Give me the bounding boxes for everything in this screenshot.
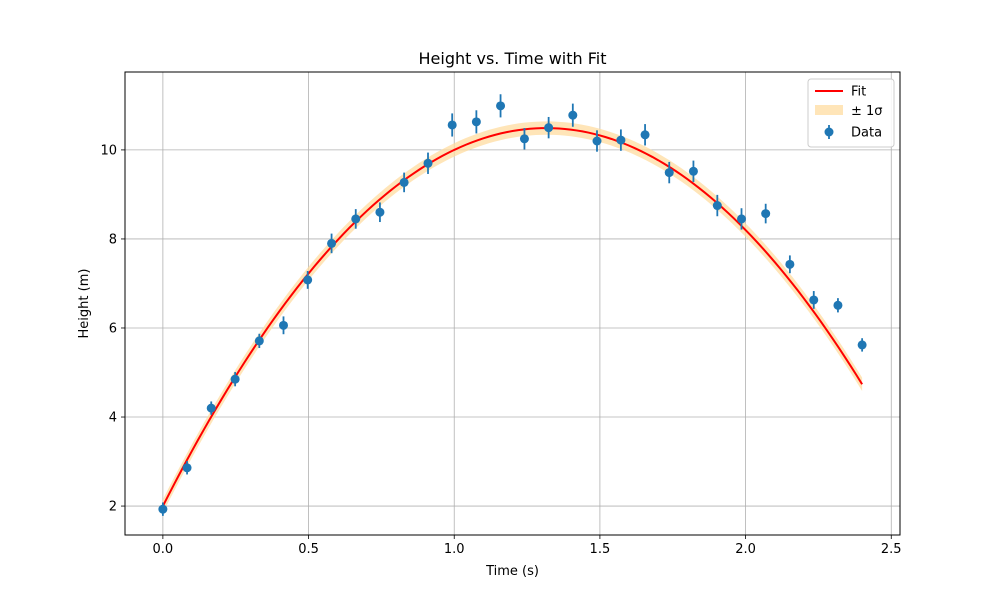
data-point xyxy=(544,123,554,133)
legend-band-swatch xyxy=(815,105,843,115)
legend: Fit ± 1σ Data xyxy=(807,78,895,148)
data-points xyxy=(158,94,867,516)
chart-title: Height vs. Time with Fit xyxy=(419,49,607,68)
data-point xyxy=(809,295,819,305)
x-tick-label: 2.5 xyxy=(881,542,902,557)
data-point xyxy=(664,168,674,178)
y-tick-label: 6 xyxy=(109,321,117,336)
data-point xyxy=(737,214,747,224)
data-point xyxy=(278,320,288,330)
data-point xyxy=(471,117,481,127)
plot-frame xyxy=(124,71,901,536)
x-tick-label: 0.0 xyxy=(153,542,174,557)
y-tick-label: 10 xyxy=(100,143,117,158)
y-axis-ticks: 2 4 6 8 10 xyxy=(100,143,125,515)
legend-data-label: Data xyxy=(851,126,882,141)
data-point xyxy=(423,158,433,168)
data-point xyxy=(375,207,385,217)
data-point xyxy=(568,110,578,120)
data-point xyxy=(230,374,240,384)
data-point xyxy=(158,504,168,514)
data-point xyxy=(785,259,795,269)
fit-line-group xyxy=(161,127,863,507)
data-point xyxy=(496,101,506,111)
data-point xyxy=(182,463,192,473)
x-axis-ticks: 0.0 0.5 1.0 1.5 2.0 2.5 xyxy=(153,535,902,557)
data-point xyxy=(712,201,722,211)
x-tick-label: 1.0 xyxy=(444,542,465,557)
x-axis-label: Time (s) xyxy=(485,564,539,579)
legend-data-marker xyxy=(824,127,834,137)
data-point xyxy=(254,336,264,346)
x-tick-label: 1.5 xyxy=(590,542,611,557)
data-point xyxy=(857,340,867,350)
data-point xyxy=(447,120,457,130)
data-point xyxy=(206,403,216,413)
y-tick-label: 8 xyxy=(109,232,117,247)
data-point xyxy=(351,214,361,224)
data-point xyxy=(303,275,313,285)
data-point xyxy=(399,177,409,187)
data-point xyxy=(616,135,626,145)
y-axis-label: Height (m) xyxy=(77,269,92,339)
legend-band-label: ± 1σ xyxy=(851,104,883,119)
y-tick-label: 2 xyxy=(109,500,117,515)
data-point xyxy=(640,130,650,140)
data-point xyxy=(592,136,602,146)
x-tick-label: 0.5 xyxy=(298,542,319,557)
x-tick-label: 2.0 xyxy=(735,542,756,557)
data-point xyxy=(327,238,337,248)
data-point xyxy=(833,300,843,310)
fit-line xyxy=(161,127,863,507)
data-point xyxy=(761,209,771,219)
y-tick-label: 4 xyxy=(109,411,117,426)
data-point xyxy=(519,134,529,144)
data-point xyxy=(688,166,698,176)
legend-fit-label: Fit xyxy=(851,85,866,100)
